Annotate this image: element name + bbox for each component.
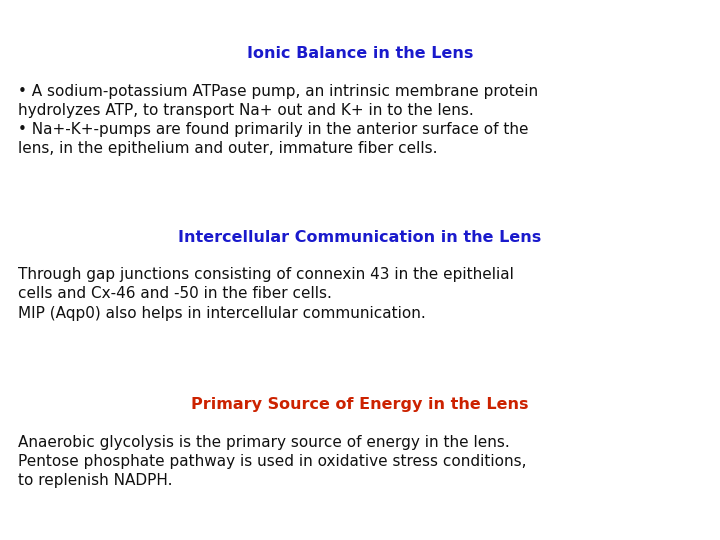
- Text: Intercellular Communication in the Lens: Intercellular Communication in the Lens: [179, 230, 541, 245]
- Text: Anaerobic glycolysis is the primary source of energy in the lens.
Pentose phosph: Anaerobic glycolysis is the primary sour…: [18, 435, 526, 488]
- Text: Primary Source of Energy in the Lens: Primary Source of Energy in the Lens: [192, 397, 528, 412]
- Text: Ionic Balance in the Lens: Ionic Balance in the Lens: [247, 46, 473, 61]
- Text: • A sodium-potassium ATPase pump, an intrinsic membrane protein
hydrolyzes ATP, : • A sodium-potassium ATPase pump, an int…: [18, 84, 538, 156]
- Text: Through gap junctions consisting of connexin 43 in the epithelial
cells and Cx-4: Through gap junctions consisting of conn…: [18, 267, 514, 321]
